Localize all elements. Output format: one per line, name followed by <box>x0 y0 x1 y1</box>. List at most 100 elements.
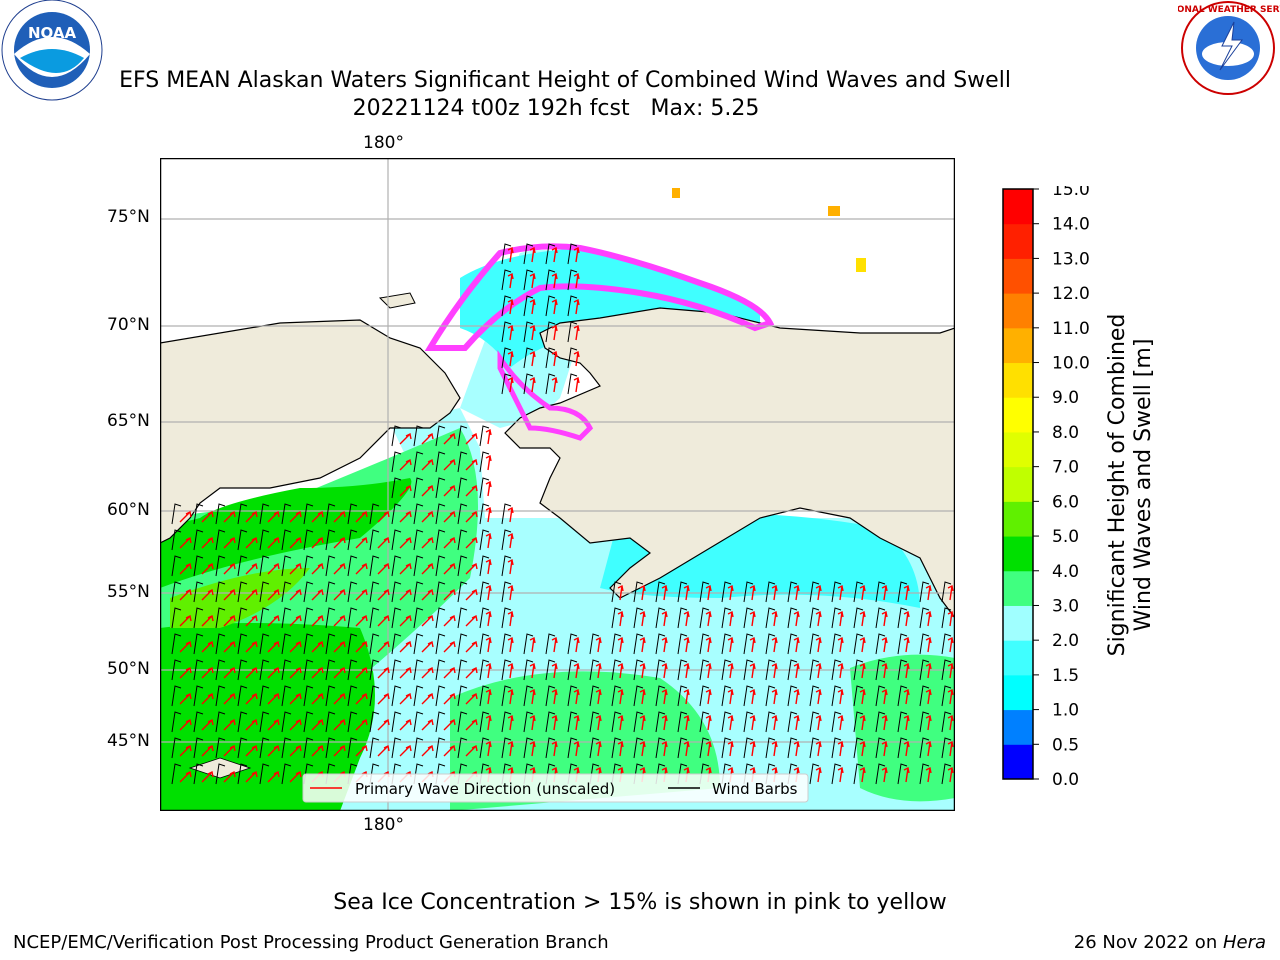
colorbar-tick-label: 15.0 <box>1052 186 1090 200</box>
wind-barb <box>171 685 182 707</box>
wave-direction-arrow <box>421 432 434 445</box>
wind-barb <box>457 529 468 551</box>
wind-barb <box>457 659 468 681</box>
wind-barb <box>677 737 688 759</box>
wind-barb <box>171 711 182 733</box>
wind-barbs-layer <box>171 243 952 785</box>
colorbar-swatch <box>1003 605 1033 641</box>
wave-direction-arrow <box>267 614 280 627</box>
wind-barb <box>501 555 512 577</box>
wave-direction-arrow <box>639 688 646 705</box>
wave-direction-arrow <box>223 510 236 523</box>
wave-direction-arrow <box>573 350 580 367</box>
colorbar-swatch <box>1003 709 1033 745</box>
wave-direction-arrow <box>881 584 888 601</box>
wind-barb <box>391 529 402 551</box>
wave-direction-arrow <box>485 480 492 497</box>
wind-barb <box>193 737 204 759</box>
wind-barb <box>391 477 402 499</box>
wind-barb <box>303 503 314 525</box>
wind-barb <box>545 633 556 655</box>
wave-direction-arrow <box>639 740 646 757</box>
colorbar-tick-label: 6.0 <box>1052 492 1079 512</box>
wind-barb <box>721 737 732 759</box>
wave-direction-arrow <box>551 714 558 731</box>
wave-direction-arrow <box>289 666 302 679</box>
wave-direction-arrow <box>443 536 456 549</box>
wind-barb <box>567 321 578 343</box>
wave-direction-arrow <box>485 428 492 445</box>
wave-direction-arrow <box>859 714 866 731</box>
lat-label-50: 50°N <box>107 659 150 679</box>
wave-direction-arrow <box>661 662 668 679</box>
wind-barb <box>501 529 512 551</box>
map-legend: Primary Wave Direction (unscaled) Wind B… <box>302 773 809 803</box>
colorbar-swatch <box>1003 466 1033 502</box>
wave-direction-arrow <box>333 614 346 627</box>
lon-label-top: 180° <box>363 133 404 153</box>
sea-ice-edge <box>424 243 775 351</box>
wind-barb <box>435 633 446 655</box>
wind-barb <box>391 633 402 655</box>
wave-direction-arrow <box>507 506 514 523</box>
wind-barb <box>567 737 578 759</box>
wind-barb <box>259 763 270 785</box>
colorbar-tick-label: 1.5 <box>1052 666 1079 686</box>
wave-direction-arrow <box>639 610 646 627</box>
colorbar: 15.0 14.0 13.0 12.0 11.0 10.0 9.0 8.0 7.0 6.0 5.0 4… <box>1002 186 1090 786</box>
wind-barb <box>259 503 270 525</box>
wave-direction-arrow <box>507 688 514 705</box>
wind-barb <box>369 685 380 707</box>
wave-direction-arrow <box>507 714 514 731</box>
wave-direction-arrow <box>947 636 954 653</box>
wave-direction-arrow <box>267 536 280 549</box>
wave-direction-arrow <box>551 376 558 393</box>
wave-direction-arrow <box>355 562 368 575</box>
wave-direction-arrow <box>245 588 258 601</box>
wind-barb <box>303 529 314 551</box>
wind-barb <box>413 529 424 551</box>
wind-barb <box>237 633 248 655</box>
wind-barb <box>699 685 710 707</box>
wind-barb <box>501 503 512 525</box>
wind-barb <box>875 685 886 707</box>
wind-barb <box>347 555 358 577</box>
wind-barb <box>545 373 556 395</box>
wind-barb <box>325 737 336 759</box>
wind-barb <box>303 737 314 759</box>
wave-direction-arrow <box>311 666 324 679</box>
wave-direction-arrow <box>201 510 214 523</box>
wind-barb <box>259 607 270 629</box>
svg-text:Significant Height of Combined: Significant Height of Combined <box>1105 314 1130 657</box>
wave-direction-arrow <box>617 610 624 627</box>
wave-direction-arrow <box>223 536 236 549</box>
wave-direction-arrow <box>179 640 192 653</box>
wind-barb <box>897 581 908 603</box>
wave-direction-arrow <box>837 584 844 601</box>
wind-barb <box>479 607 490 629</box>
wave-direction-arrow <box>705 740 712 757</box>
wave-direction-arrow <box>925 636 932 653</box>
wind-barb <box>897 633 908 655</box>
wave-direction-arrow <box>443 666 456 679</box>
wind-barb <box>677 685 688 707</box>
wind-barb <box>479 451 490 473</box>
wind-barb <box>391 711 402 733</box>
wind-barb <box>545 659 556 681</box>
wind-barb <box>545 737 556 759</box>
wave-direction-arrow <box>485 610 492 627</box>
wind-barb <box>325 685 336 707</box>
wind-barb <box>589 659 600 681</box>
wave-direction-arrow <box>881 662 888 679</box>
wave-direction-arrow <box>377 562 390 575</box>
wind-barb <box>281 633 292 655</box>
wind-barb <box>457 607 468 629</box>
wind-barb <box>303 711 314 733</box>
wave-direction-arrow <box>749 688 756 705</box>
wave-direction-arrow <box>201 588 214 601</box>
wind-barb <box>259 529 270 551</box>
wave-direction-arrow <box>289 692 302 705</box>
wave-direction-arrow <box>443 588 456 601</box>
wave-direction-arrow <box>815 688 822 705</box>
wave-direction-arrow <box>465 432 478 445</box>
